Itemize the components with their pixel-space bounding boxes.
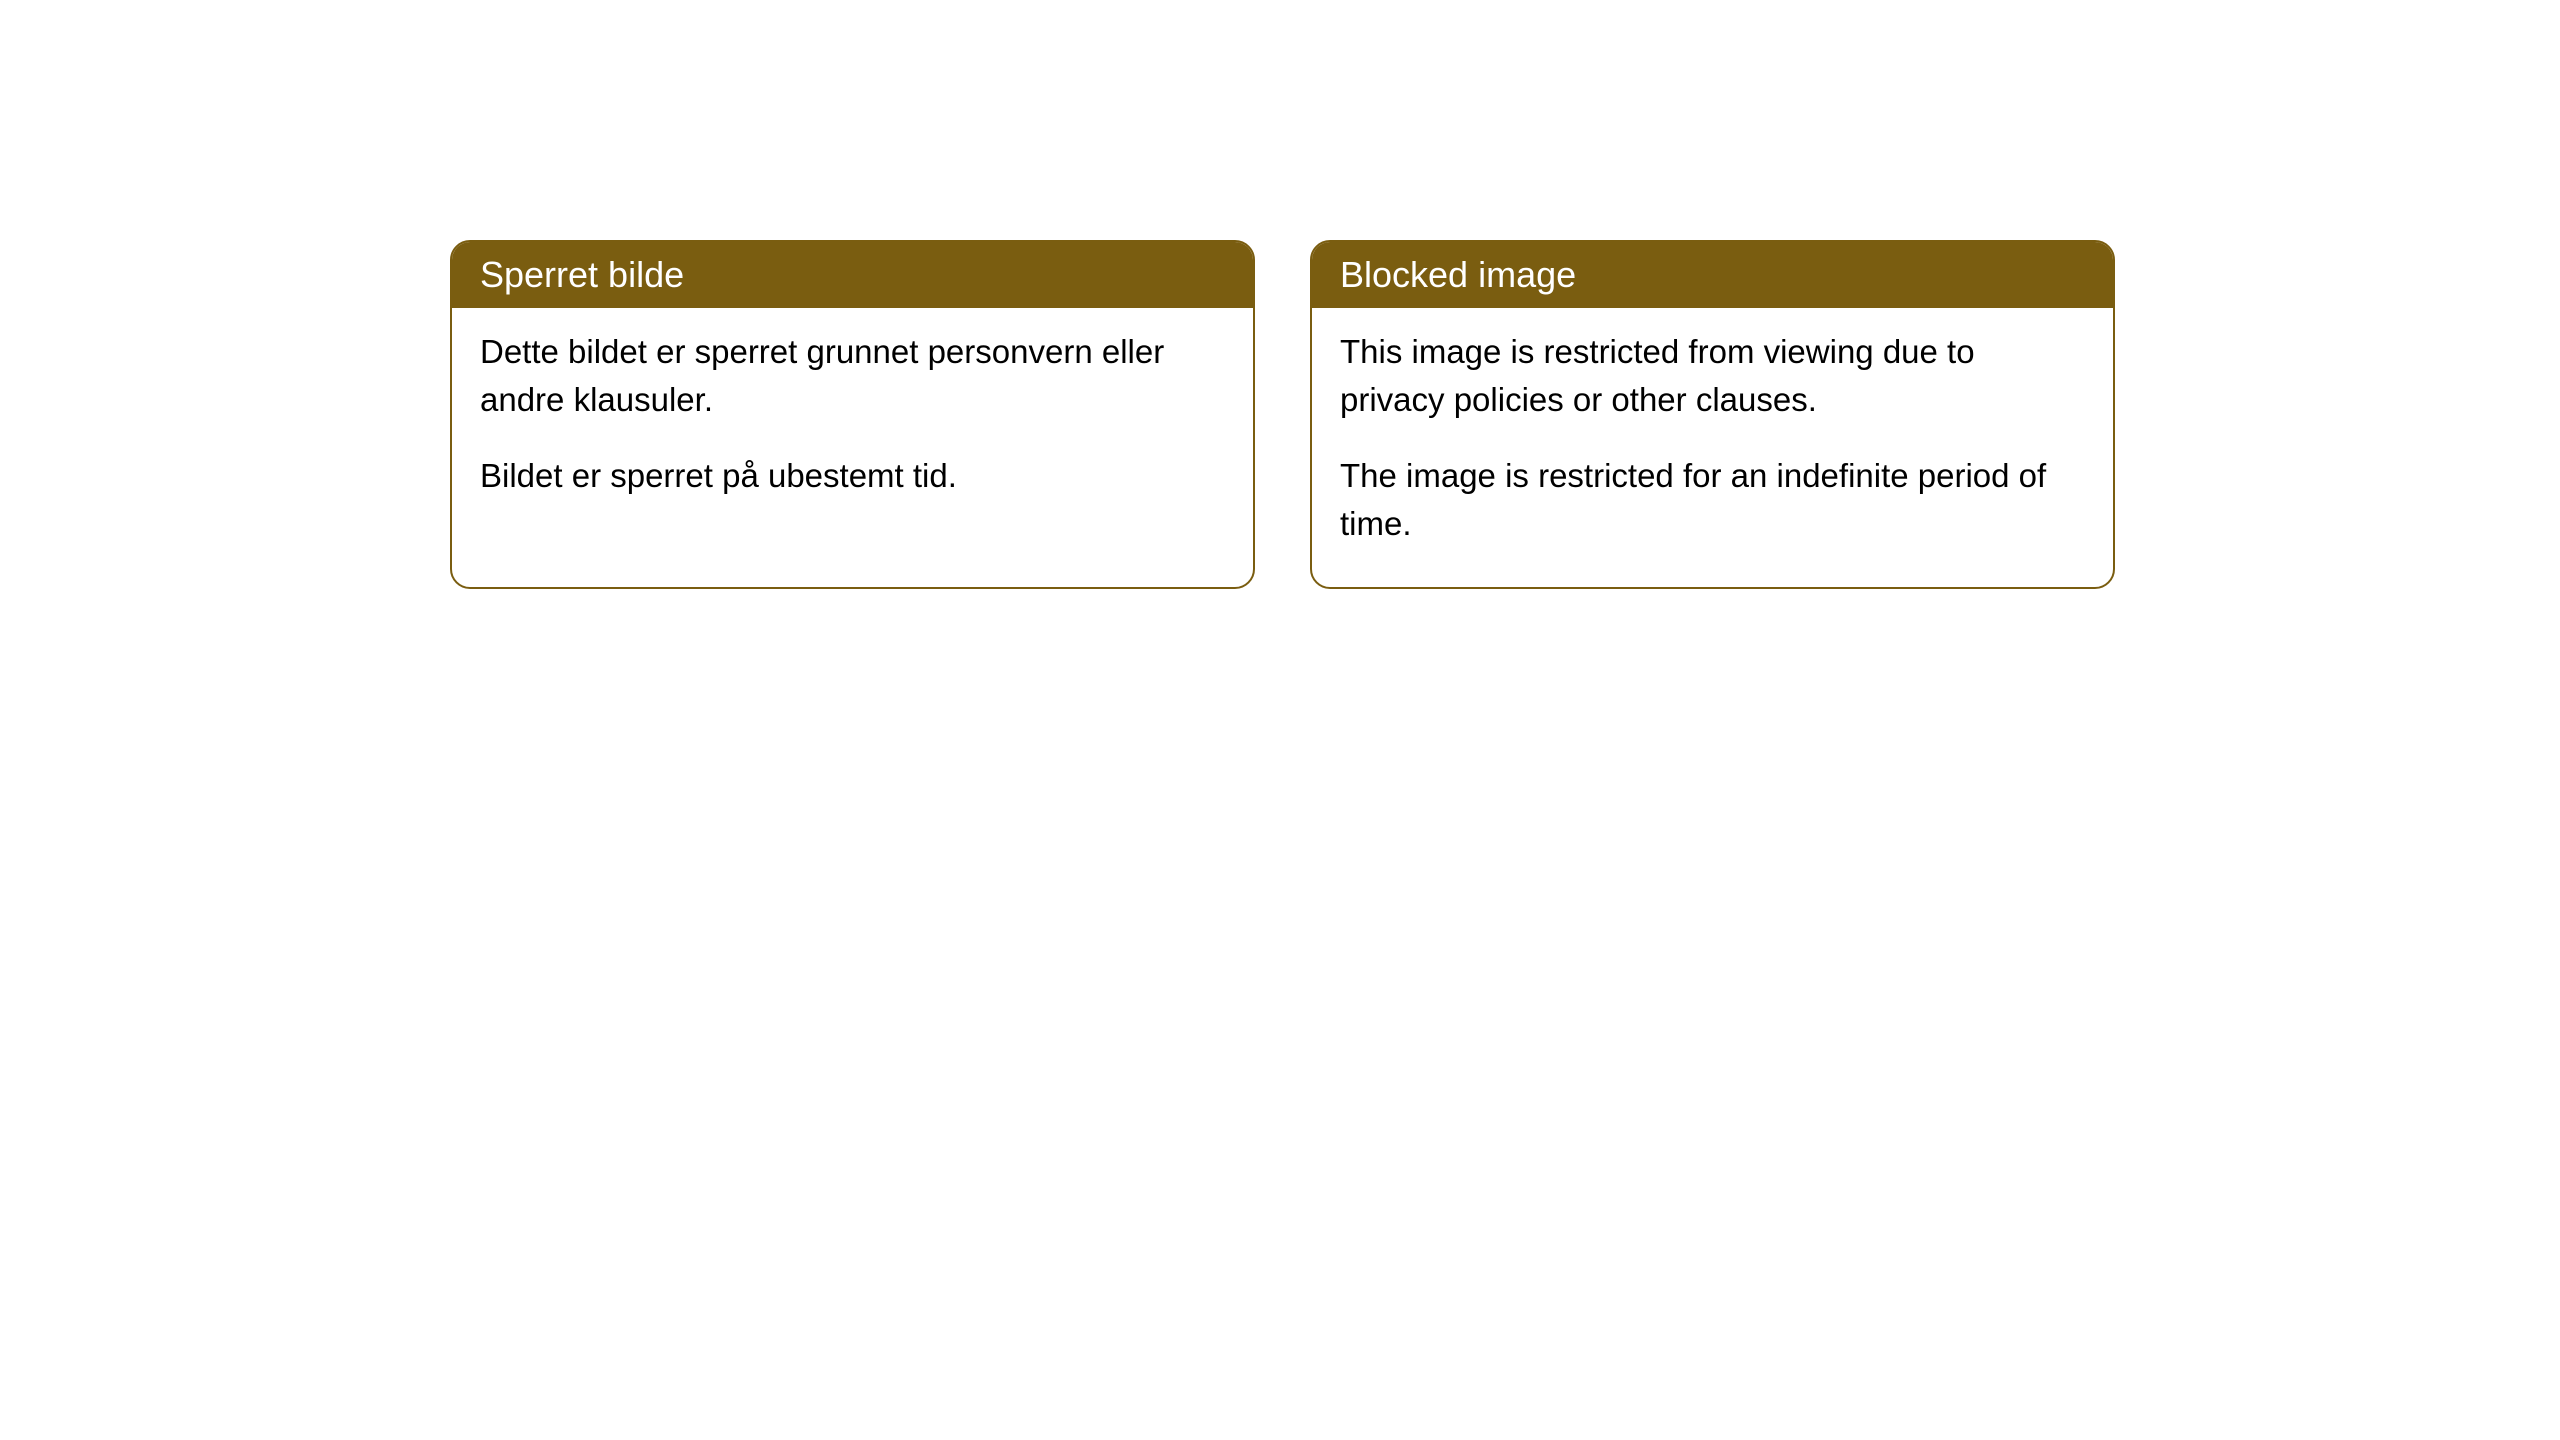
- blocked-image-card-english: Blocked image This image is restricted f…: [1310, 240, 2115, 589]
- card-body: Dette bildet er sperret grunnet personve…: [452, 308, 1253, 540]
- card-header: Blocked image: [1312, 242, 2113, 308]
- card-paragraph: The image is restricted for an indefinit…: [1340, 452, 2085, 548]
- card-paragraph: Bildet er sperret på ubestemt tid.: [480, 452, 1225, 500]
- card-title: Blocked image: [1340, 254, 1576, 295]
- blocked-image-card-norwegian: Sperret bilde Dette bildet er sperret gr…: [450, 240, 1255, 589]
- card-body: This image is restricted from viewing du…: [1312, 308, 2113, 587]
- card-paragraph: This image is restricted from viewing du…: [1340, 328, 2085, 424]
- card-paragraph: Dette bildet er sperret grunnet personve…: [480, 328, 1225, 424]
- card-title: Sperret bilde: [480, 254, 684, 295]
- card-header: Sperret bilde: [452, 242, 1253, 308]
- notice-cards-container: Sperret bilde Dette bildet er sperret gr…: [450, 240, 2115, 589]
